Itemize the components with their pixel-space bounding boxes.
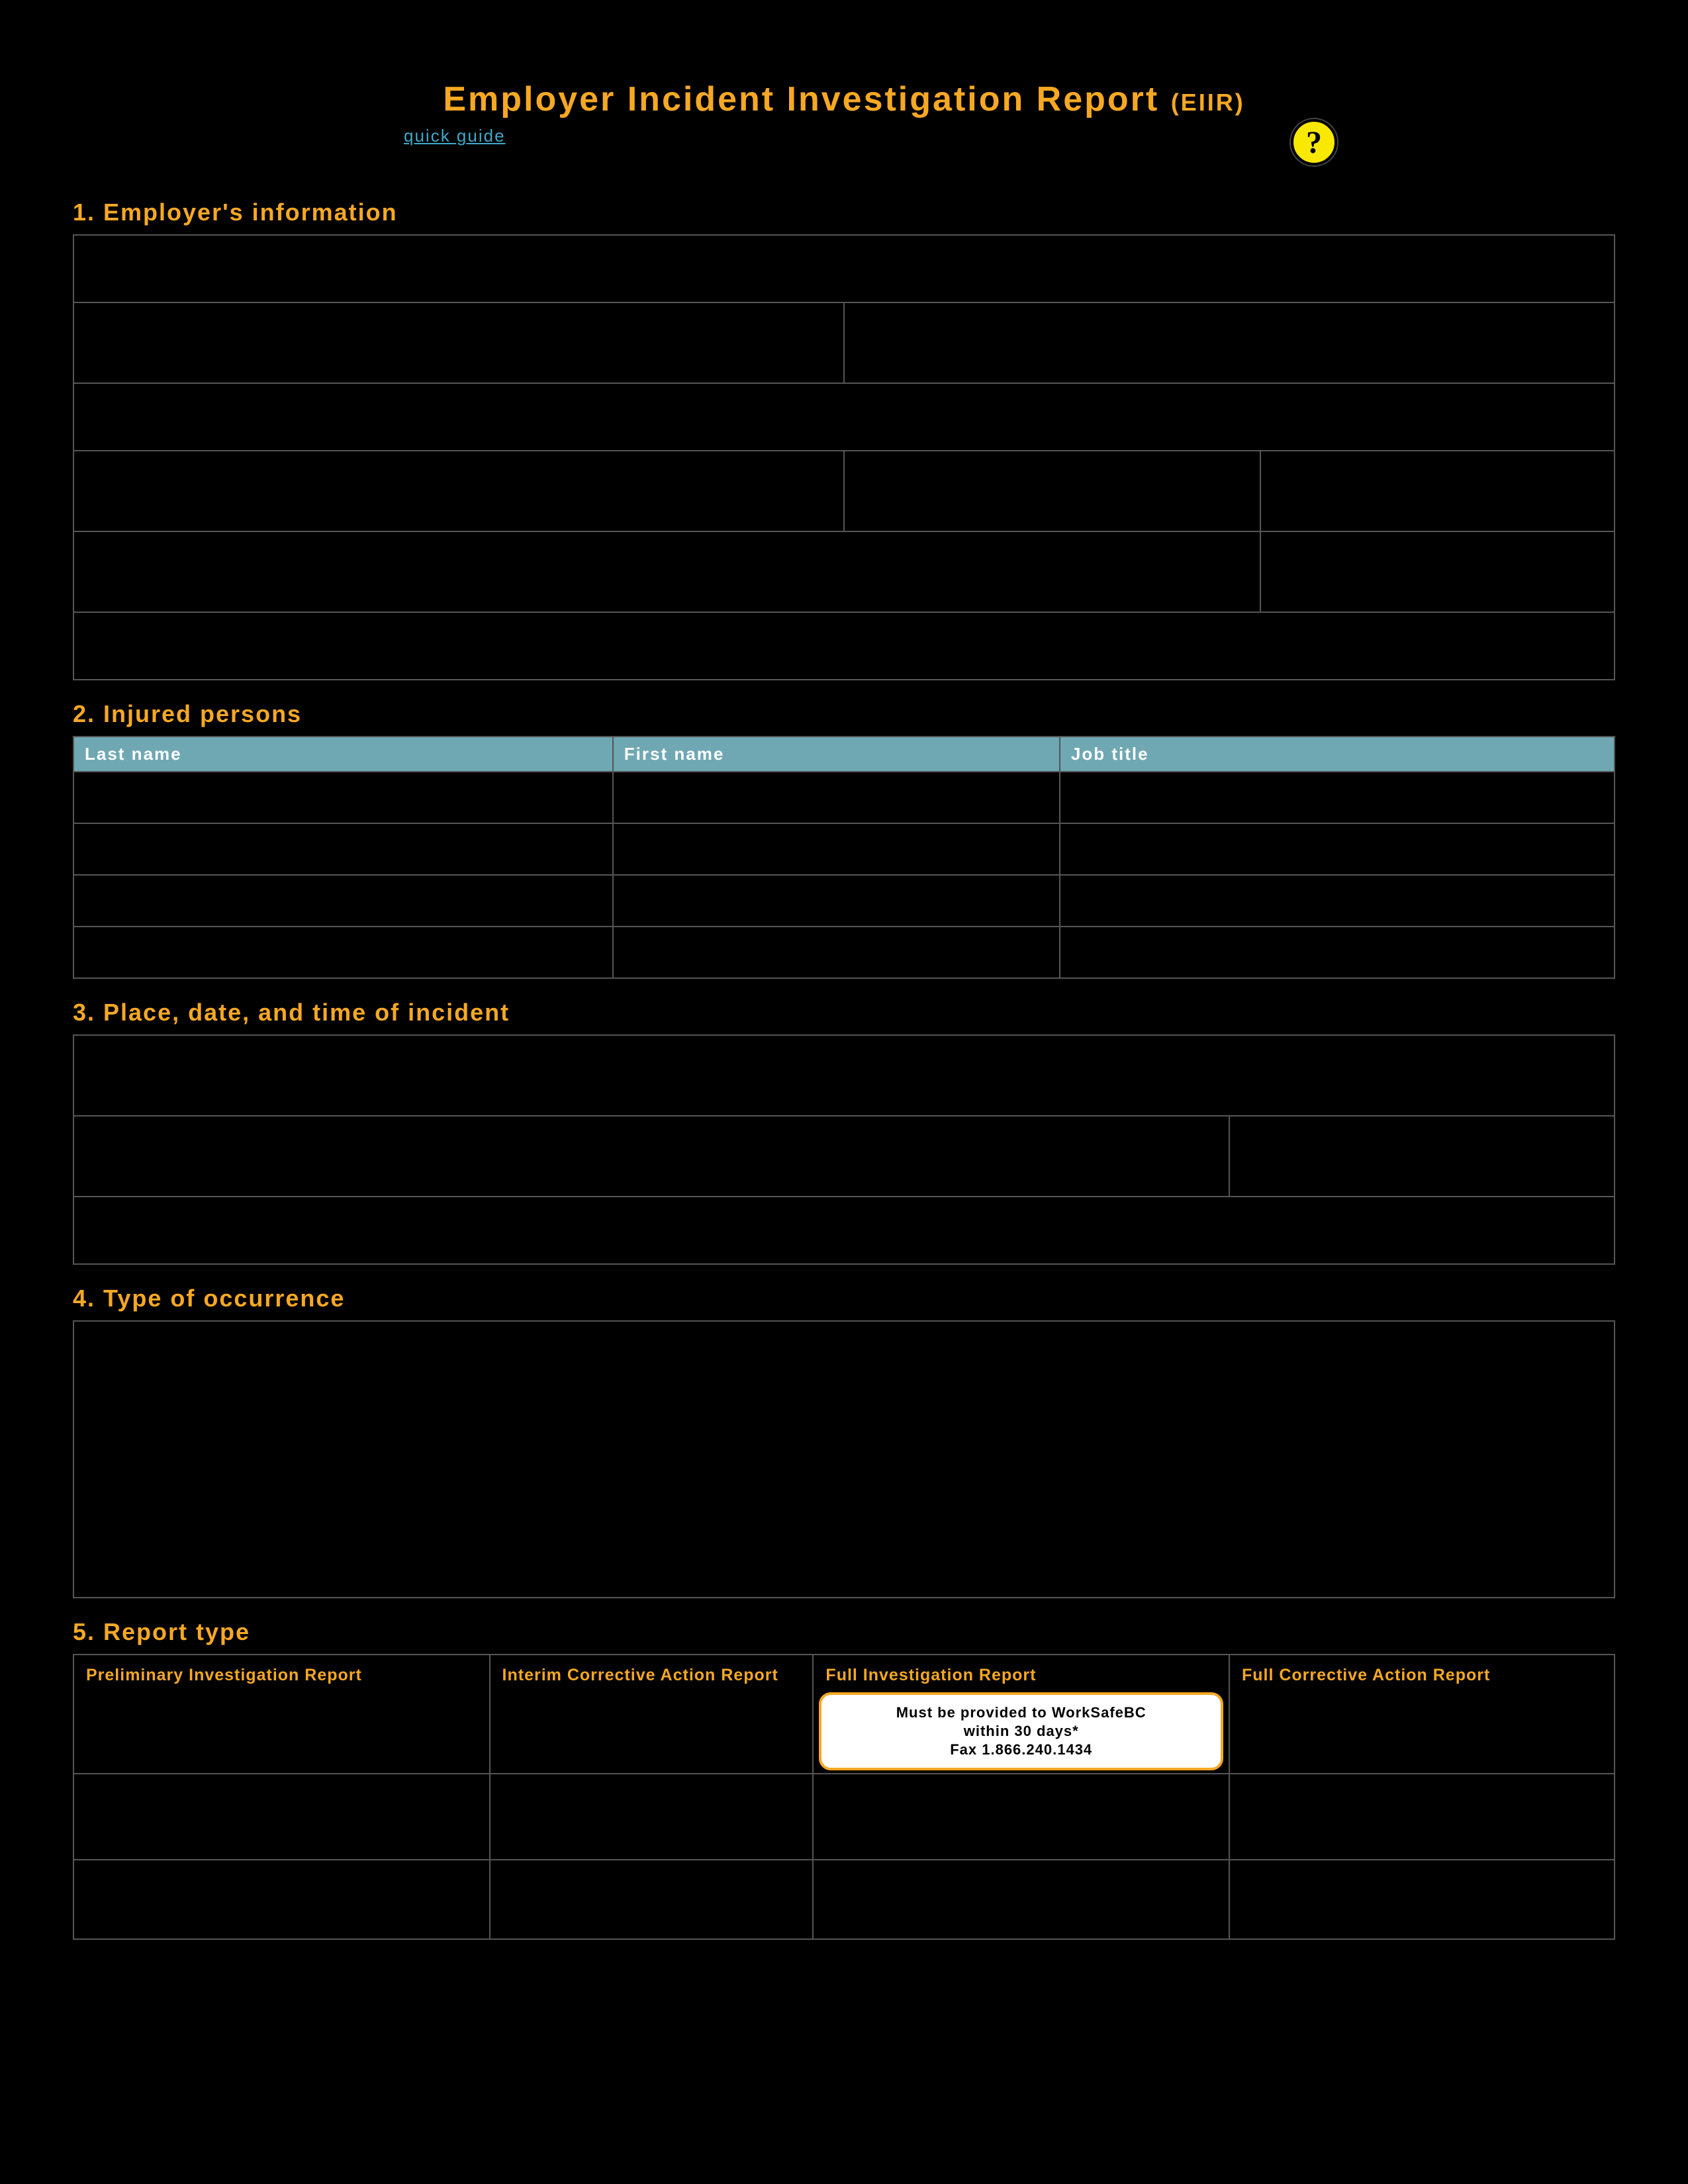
callout-bold: Must be provided [896, 1704, 1027, 1721]
rt-cell[interactable] [490, 1774, 814, 1860]
rt-col-label: Preliminary Investigation Report [86, 1666, 362, 1684]
place-field[interactable] [1230, 1116, 1614, 1196]
rt-cell[interactable] [73, 1860, 490, 1939]
type-of-occurrence-box[interactable] [73, 1320, 1615, 1598]
rt-col-label: Full Investigation Report [825, 1666, 1036, 1684]
rt-cell[interactable] [813, 1860, 1229, 1939]
section-4-heading: 4. Type of occurrence [73, 1285, 1615, 1312]
injured-persons-table: Last name First name Job title [73, 736, 1615, 979]
table-row [73, 875, 1615, 927]
cell-job-title[interactable] [1060, 823, 1615, 875]
employer-field[interactable] [74, 532, 1260, 612]
cell-job-title[interactable] [1060, 927, 1615, 978]
employer-field[interactable] [1261, 532, 1614, 612]
table-row [73, 1860, 1615, 1939]
employer-field[interactable] [74, 451, 843, 531]
place-field[interactable] [74, 1116, 1229, 1196]
employer-field[interactable] [845, 451, 1260, 531]
table-row [73, 772, 1615, 823]
title-main: Employer Incident Investigation Report [443, 80, 1159, 118]
employer-field[interactable] [74, 236, 1614, 302]
table-row [73, 1774, 1615, 1860]
rt-col-label: Full Corrective Action Report [1242, 1666, 1490, 1684]
section-3-heading: 3. Place, date, and time of incident [73, 999, 1615, 1026]
section-2-heading: 2. Injured persons [73, 700, 1615, 728]
help-icon[interactable]: ? [1291, 119, 1337, 165]
cell-last-name[interactable] [73, 875, 613, 927]
rt-cell[interactable] [1229, 1774, 1615, 1860]
col-job-title: Job title [1060, 737, 1615, 772]
place-date-time-table [73, 1034, 1615, 1265]
header-row: quick guide ? [73, 126, 1615, 179]
page-title: Employer Incident Investigation Report (… [73, 79, 1615, 119]
persons-header-row: Last name First name Job title [73, 737, 1615, 772]
cell-first-name[interactable] [613, 927, 1060, 978]
rt-cell[interactable] [490, 1860, 814, 1939]
rt-col-label: Interim Corrective Action Report [502, 1666, 778, 1684]
section-5-heading: 5. Report type [73, 1618, 1615, 1646]
col-first-name: First name [613, 737, 1060, 772]
rt-col-full-corrective: Full Corrective Action Report [1229, 1655, 1615, 1774]
employer-field[interactable] [845, 303, 1614, 383]
place-field[interactable] [74, 1197, 1614, 1263]
table-row [73, 927, 1615, 978]
cell-job-title[interactable] [1060, 772, 1615, 823]
cell-last-name[interactable] [73, 927, 613, 978]
employer-field[interactable] [74, 613, 1614, 679]
full-report-callout: Must be provided to WorkSafeBC within 30… [819, 1692, 1223, 1770]
col-last-name: Last name [73, 737, 613, 772]
table-row [73, 823, 1615, 875]
cell-job-title[interactable] [1060, 875, 1615, 927]
cell-first-name[interactable] [613, 772, 1060, 823]
employer-info-table [73, 234, 1615, 680]
rt-col-full-investigation: Full Investigation Report Must be provid… [813, 1655, 1229, 1774]
cell-first-name[interactable] [613, 823, 1060, 875]
rt-col-interim: Interim Corrective Action Report [490, 1655, 814, 1774]
rt-cell[interactable] [73, 1774, 490, 1860]
place-field[interactable] [74, 1036, 1614, 1115]
rt-cell[interactable] [813, 1774, 1229, 1860]
section-1-heading: 1. Employer's information [73, 199, 1615, 226]
callout-l2: within 30 days* [828, 1723, 1214, 1740]
callout-rest: to WorkSafeBC [1027, 1704, 1147, 1721]
callout-l3: Fax 1.866.240.1434 [828, 1741, 1214, 1758]
quick-guide-link[interactable]: quick guide [404, 126, 506, 146]
report-type-table: Preliminary Investigation Report Interim… [73, 1654, 1615, 1940]
cell-first-name[interactable] [613, 875, 1060, 927]
cell-last-name[interactable] [73, 823, 613, 875]
rt-cell[interactable] [1229, 1860, 1615, 1939]
cell-last-name[interactable] [73, 772, 613, 823]
help-glyph: ? [1306, 124, 1322, 161]
employer-field[interactable] [74, 384, 1614, 450]
title-suffix: (EIIR) [1171, 89, 1245, 116]
rt-col-prelim: Preliminary Investigation Report [73, 1655, 490, 1774]
employer-field[interactable] [1261, 451, 1614, 531]
employer-field[interactable] [74, 303, 843, 383]
